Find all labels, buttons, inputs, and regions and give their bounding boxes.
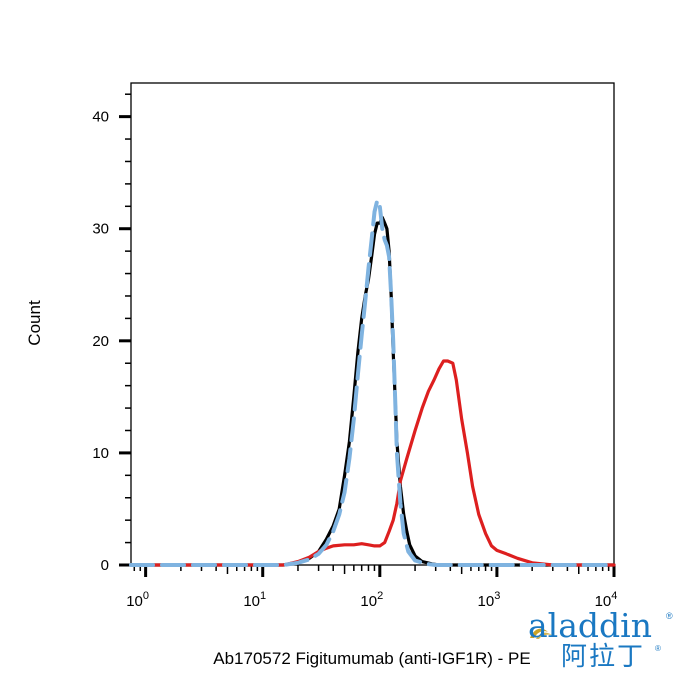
brand-registered-mark-cn: ® — [655, 644, 661, 653]
x-axis-title: Ab170572 Figitumumab (anti-IGF1R) - PE — [213, 649, 530, 668]
y-tick-label: 20 — [92, 333, 109, 350]
y-tick-label: 0 — [101, 557, 109, 574]
x-tick-label: 102 — [360, 590, 383, 610]
x-tick-label: 100 — [126, 590, 149, 610]
x-tick-label: 103 — [478, 590, 501, 610]
brand-name-en: aladdin — [528, 606, 652, 645]
axis-labels: 0 10 20 30 40 100 101 102 103 104 Ab170572 Figitum… — [25, 109, 617, 668]
histogram-series-1 — [129, 215, 616, 567]
x-tick-label: 101 — [243, 590, 266, 610]
y-tick-label: 10 — [92, 445, 109, 462]
y-axis-title: Count — [25, 300, 44, 346]
histogram-series-2 — [129, 198, 616, 567]
histogram-series-3 — [129, 359, 616, 567]
y-tick-label: 30 — [92, 221, 109, 238]
brand-logo: aladdin ® 阿拉丁 ® — [528, 608, 678, 688]
brand-registered-mark: ® — [666, 611, 673, 621]
plot-frame — [130, 82, 615, 566]
series-layer — [129, 198, 616, 567]
axes — [119, 82, 616, 577]
logo-swoosh-icon — [530, 628, 552, 639]
x-tick-label: 104 — [595, 590, 618, 610]
brand-name-cn: 阿拉丁 — [561, 642, 646, 672]
y-tick-label: 40 — [92, 109, 109, 126]
